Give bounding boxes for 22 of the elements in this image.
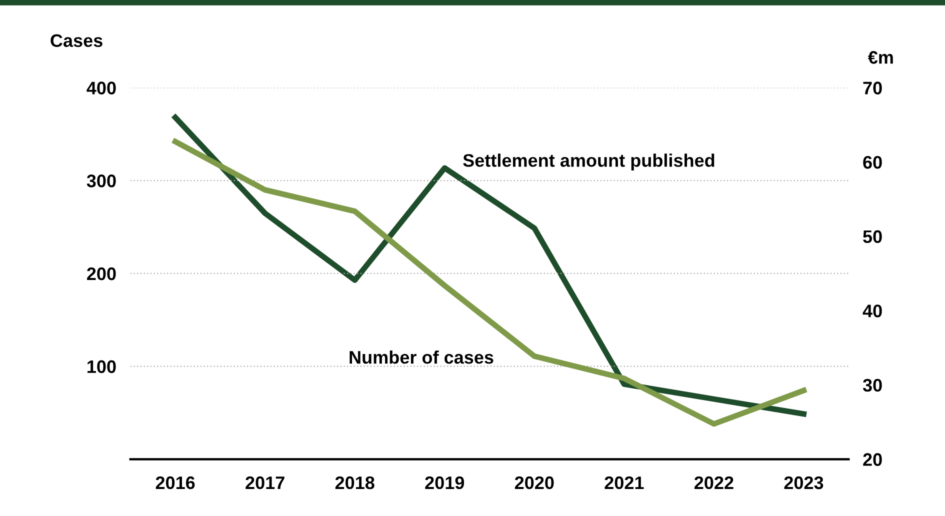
- y-axis-title: Cases: [50, 34, 102, 47]
- y2-tick-label: 70: [863, 82, 882, 94]
- y-tick-label: 400: [86, 82, 116, 94]
- x-tick-label: 2018: [335, 476, 374, 490]
- x-tick-label: 2016: [156, 476, 195, 490]
- y-tick-label: 200: [87, 267, 116, 280]
- y2-tick-label: 50: [863, 230, 882, 244]
- y2-tick-label: 20: [863, 453, 882, 466]
- x-tick-label: 2023: [784, 476, 824, 490]
- x-tick-label: 2017: [246, 476, 284, 490]
- y2-tick-label: 40: [862, 304, 882, 318]
- y-tick-label: 100: [88, 360, 116, 374]
- x-tick-label: 2021: [604, 476, 644, 490]
- x-tick-label: 2019: [425, 476, 464, 490]
- x-tick-label: 2020: [514, 476, 554, 490]
- y2-tick-label: 30: [862, 378, 882, 392]
- series-label: Settlement amount published: [463, 154, 714, 170]
- y2-tick-label: 60: [863, 156, 882, 169]
- series-label: Number of cases: [350, 350, 494, 364]
- y2-axis-title: €m: [868, 51, 893, 64]
- x-tick-label: 2022: [694, 476, 734, 490]
- y-tick-label: 300: [86, 174, 116, 188]
